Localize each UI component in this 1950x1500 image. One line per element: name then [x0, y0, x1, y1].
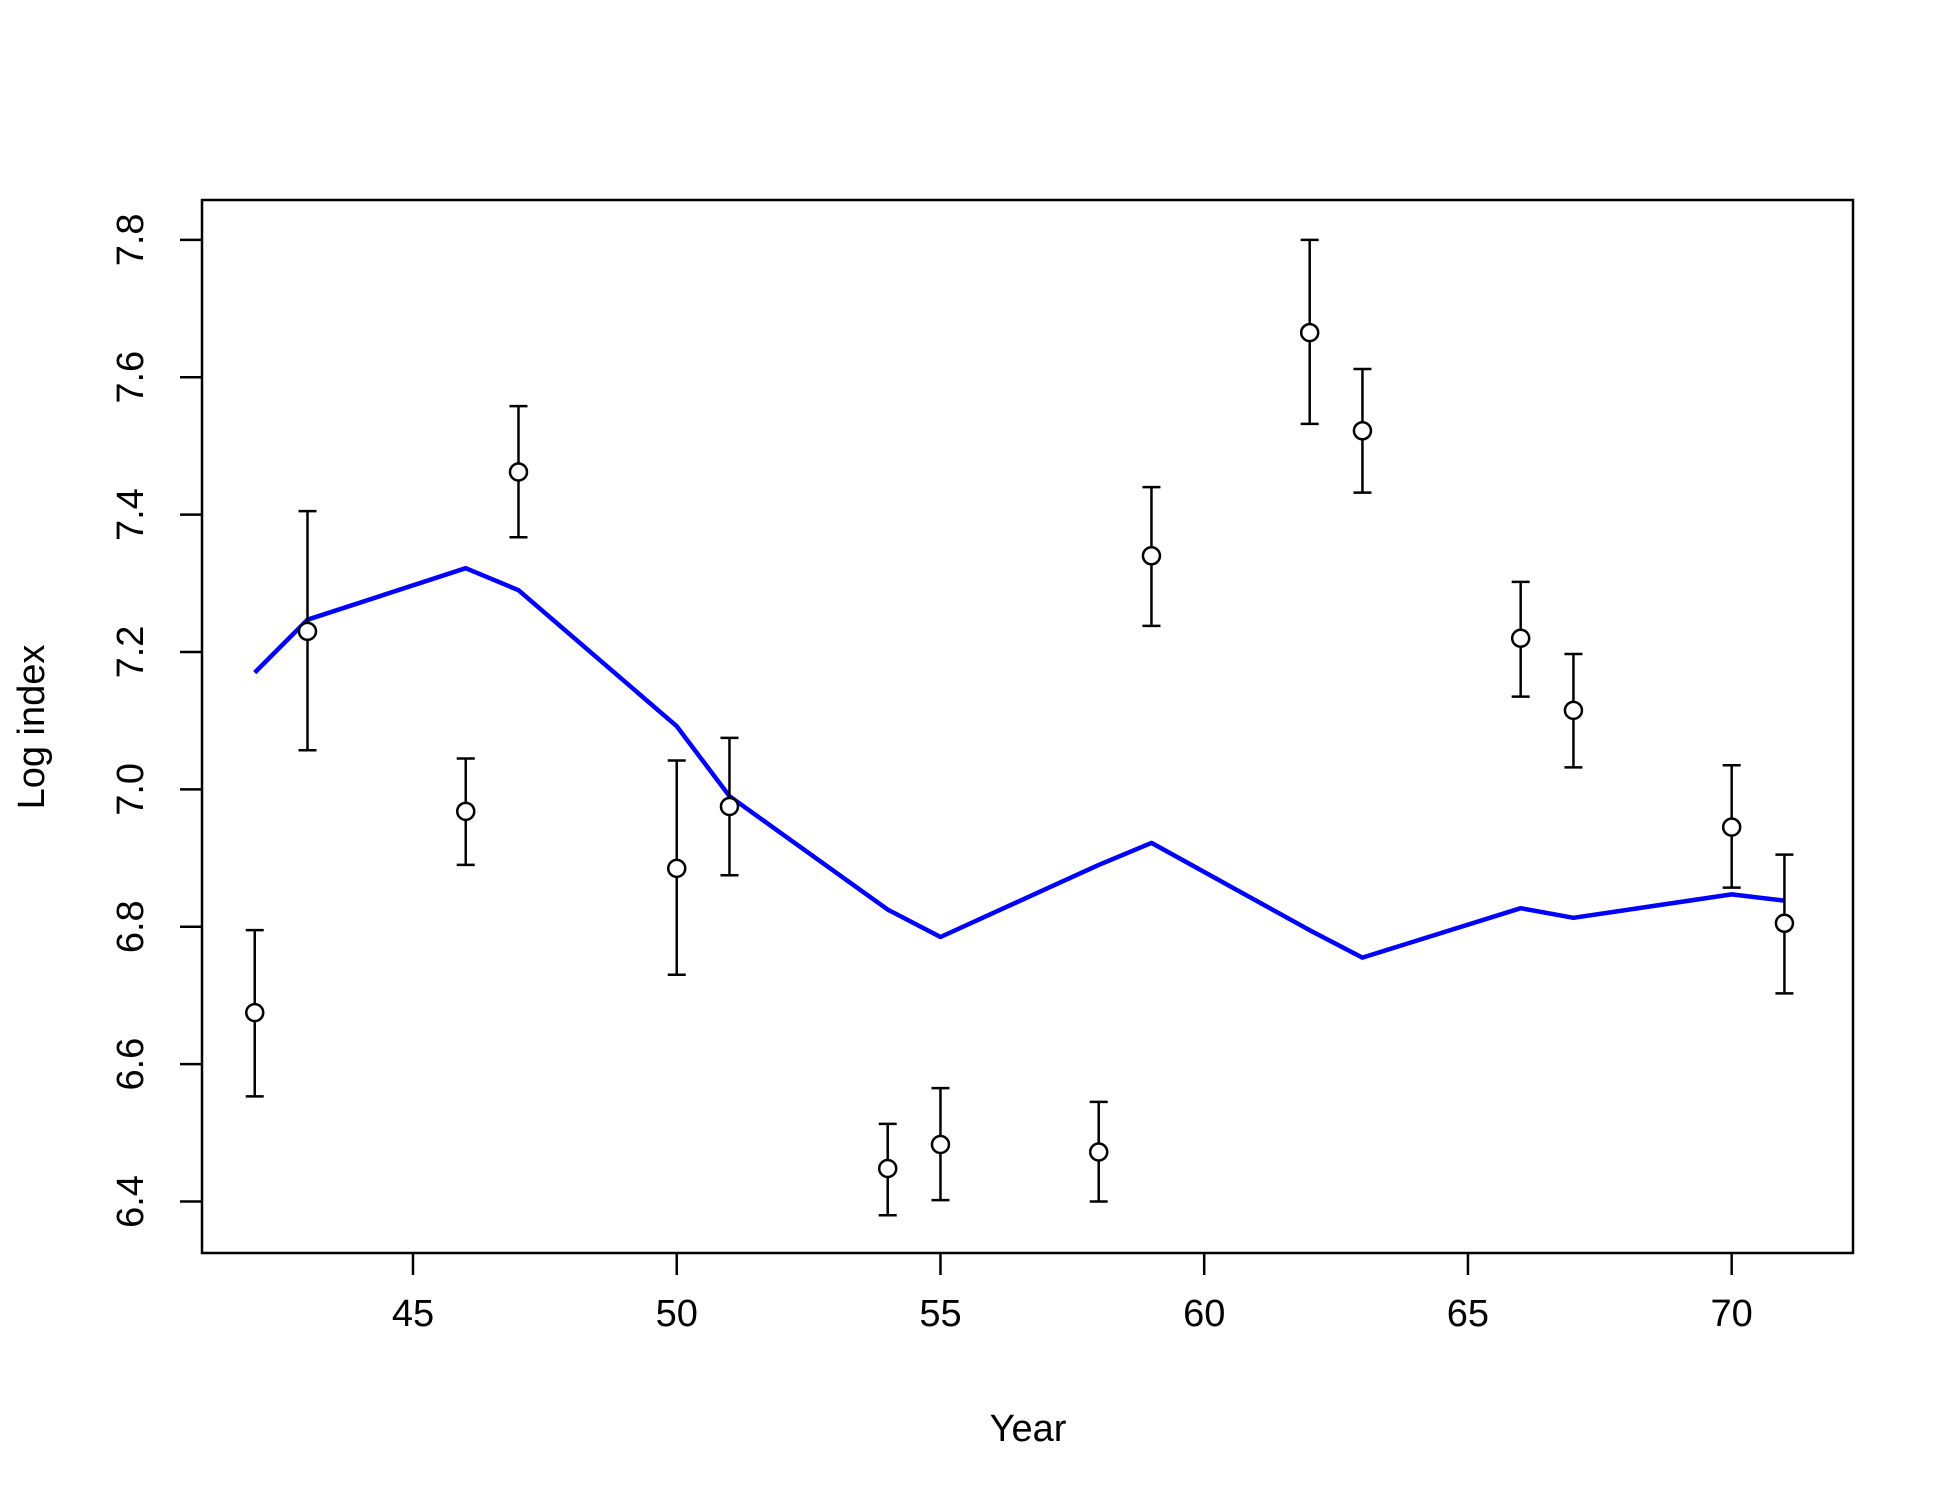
data-point-group: [1141, 485, 1162, 628]
data-point: [1088, 1142, 1109, 1162]
data-point: [719, 796, 740, 817]
fitted-line: [253, 565, 1785, 960]
y-tick-label: 7.4: [110, 488, 152, 541]
data-point: [244, 1002, 265, 1023]
data-point-group: [1721, 764, 1742, 889]
data-point: [877, 1158, 898, 1179]
x-tick-label: 55: [919, 1293, 961, 1335]
data-point: [1721, 817, 1742, 837]
x-tick-label: 65: [1447, 1293, 1489, 1335]
fitted-line-layer: [253, 565, 1785, 960]
data-point: [508, 462, 529, 482]
data-point-group: [1299, 238, 1320, 426]
data-point: [1563, 700, 1584, 721]
data-point: [930, 1134, 951, 1155]
data-point-group: [508, 404, 529, 539]
data-point-group: [930, 1086, 951, 1202]
data-point-group: [297, 509, 318, 752]
data-point-group: [1088, 1100, 1109, 1203]
y-axis: 6.4 6.6 6.8 7.0 7.2 7.4 7.6 7.8: [110, 213, 202, 1228]
data-point-group: [1563, 652, 1584, 769]
y-tick-label: 6.6: [110, 1038, 152, 1091]
y-tick-label: 7.6: [110, 351, 152, 404]
plot-frame: [200, 198, 1855, 1255]
x-tick-label: 50: [656, 1293, 698, 1335]
y-axis-label: Log index: [11, 645, 53, 810]
data-point-group: [1352, 367, 1373, 494]
x-tick-label: 60: [1183, 1293, 1225, 1335]
data-point-group: [666, 759, 687, 977]
data-point: [455, 801, 476, 822]
observed-points-layer: [244, 238, 1795, 1217]
data-point-group: [1510, 580, 1531, 698]
data-point: [1510, 628, 1531, 648]
data-point: [1299, 322, 1320, 343]
x-tick-label: 45: [392, 1293, 434, 1335]
data-point-group: [244, 928, 265, 1098]
data-point: [666, 858, 687, 879]
y-tick-label: 6.8: [110, 900, 152, 953]
x-axis: 45 50 55 60 65 70: [392, 1253, 1753, 1335]
y-tick-label: 7.8: [110, 213, 152, 266]
y-tick-label: 7.0: [110, 763, 152, 816]
data-point: [1141, 546, 1162, 566]
x-axis-label: Year: [990, 1408, 1067, 1450]
data-point: [297, 621, 318, 642]
data-point-group: [877, 1122, 898, 1217]
data-point: [1352, 421, 1373, 441]
data-point-group: [719, 736, 740, 877]
data-point-group: [455, 757, 476, 867]
y-tick-label: 6.4: [110, 1175, 152, 1228]
x-tick-label: 70: [1711, 1293, 1753, 1335]
data-point: [1774, 913, 1795, 934]
y-tick-label: 7.2: [110, 626, 152, 679]
data-point-group: [1774, 853, 1795, 995]
